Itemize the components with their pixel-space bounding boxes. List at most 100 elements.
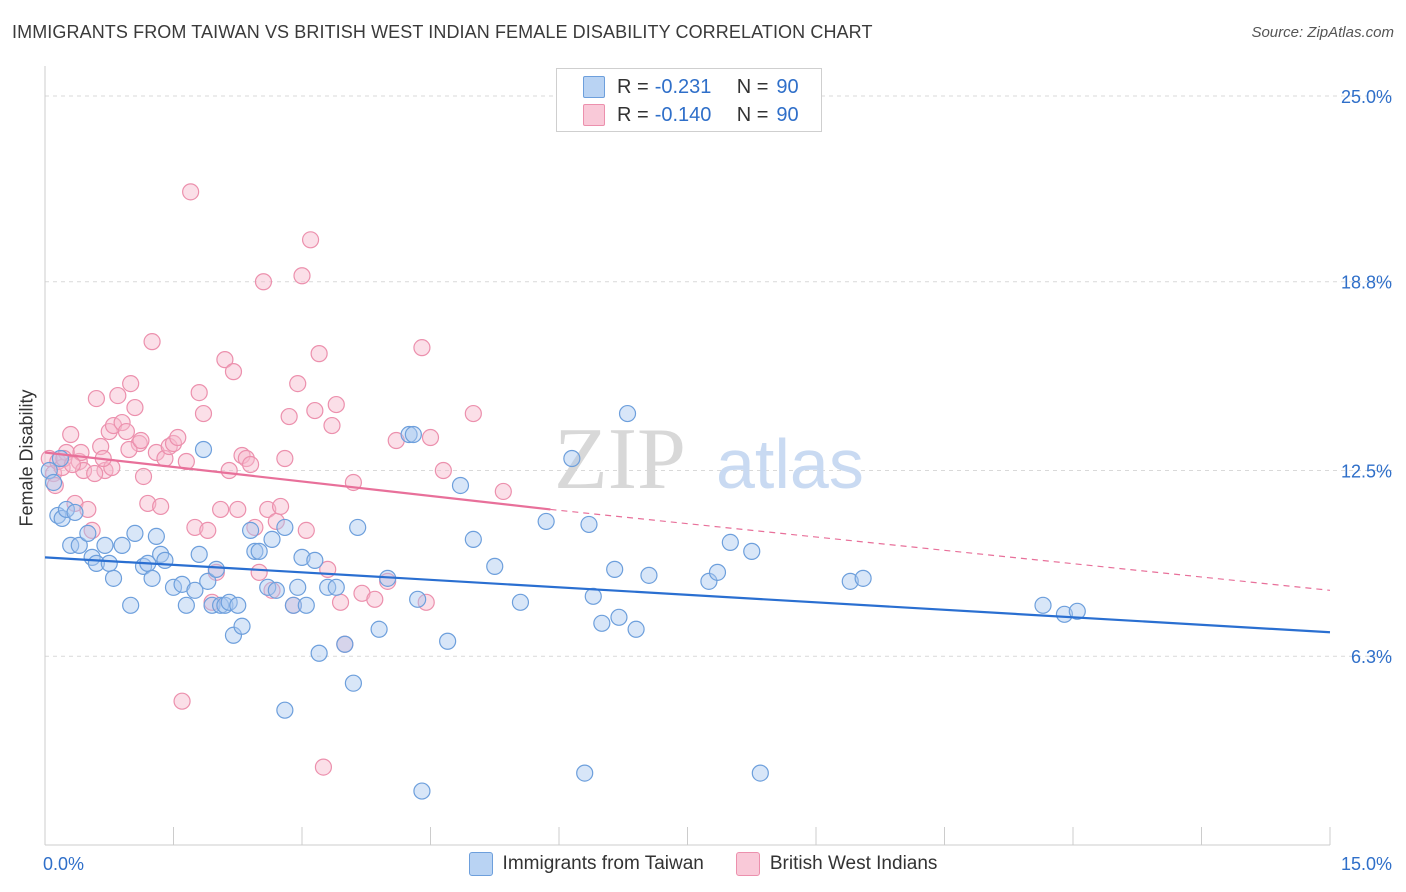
data-point-taiwan: [113, 536, 131, 554]
watermark-atlas: atlas: [716, 425, 864, 503]
data-point-bwi: [212, 500, 230, 519]
data-point-taiwan: [194, 440, 213, 459]
data-point-taiwan: [537, 512, 555, 531]
data-point-taiwan: [336, 635, 354, 653]
data-point-taiwan: [344, 674, 362, 692]
data-point-taiwan: [199, 572, 217, 590]
data-point-taiwan: [289, 578, 307, 596]
data-point-taiwan: [563, 449, 581, 468]
data-point-taiwan: [306, 551, 324, 569]
data-point-bwi: [139, 494, 157, 513]
data-point-taiwan: [143, 569, 161, 587]
data-point-bwi: [79, 500, 97, 519]
chart-title: IMMIGRANTS FROM TAIWAN VS BRITISH WEST I…: [12, 22, 873, 42]
data-point-bwi: [276, 449, 294, 468]
data-point-taiwan: [246, 542, 264, 560]
data-point-bwi: [220, 461, 238, 480]
legend-item-taiwan[interactable]: Immigrants from Taiwan: [468, 852, 704, 876]
data-point-taiwan: [267, 581, 285, 599]
n-value: 90: [776, 75, 799, 98]
data-point-taiwan: [207, 560, 225, 578]
data-point-taiwan: [700, 572, 718, 590]
data-point-taiwan: [627, 620, 645, 638]
data-point-taiwan: [177, 596, 195, 614]
data-point-bwi: [331, 593, 350, 611]
data-point-taiwan: [593, 614, 611, 632]
data-point-bwi: [413, 339, 431, 357]
data-point-bwi: [86, 464, 104, 483]
data-point-bwi: [62, 425, 80, 444]
data-point-bwi: [169, 428, 187, 447]
data-point-bwi: [229, 500, 247, 519]
data-point-bwi: [186, 518, 204, 537]
grid-lines: [45, 95, 1392, 657]
data-point-bwi: [254, 273, 273, 291]
stats-legend: R = -0.231 N = 90 R = -0.140 N = 90: [556, 68, 822, 132]
data-point-taiwan: [854, 569, 872, 587]
data-point-bwi: [87, 389, 106, 408]
legend-label-bwi: British West Indians: [769, 853, 938, 874]
series-immigrants-from-taiwan: [40, 404, 1086, 800]
watermark: ZIP atlas: [554, 411, 864, 508]
legend-item-bwi[interactable]: British West Indians: [735, 852, 938, 876]
data-point-bwi: [301, 231, 320, 249]
data-point-taiwan: [190, 545, 208, 563]
data-point-taiwan: [409, 590, 427, 608]
data-point-bwi: [280, 407, 298, 426]
data-point-bwi: [199, 521, 217, 540]
data-point-taiwan: [349, 518, 367, 537]
data-point-bwi: [434, 461, 452, 480]
data-point-taiwan: [576, 764, 594, 782]
data-point-bwi: [494, 482, 512, 501]
r-value: -0.140: [654, 103, 712, 126]
data-point-bwi: [132, 431, 150, 450]
data-point-bwi: [297, 521, 315, 540]
x-tick-label: 15.0%: [1341, 854, 1392, 874]
data-point-taiwan: [1055, 605, 1074, 623]
data-point-bwi: [250, 563, 268, 581]
data-point-bwi: [259, 500, 277, 519]
data-point-taiwan: [224, 626, 243, 644]
data-point-bwi: [46, 476, 64, 495]
data-point-taiwan: [610, 608, 628, 626]
data-point-taiwan: [156, 551, 174, 569]
data-point-taiwan: [640, 566, 658, 584]
pink-swatch: [583, 104, 605, 126]
x-tick-label: 0.0%: [43, 854, 84, 874]
data-point-taiwan: [100, 554, 118, 572]
data-point-taiwan: [721, 533, 739, 551]
data-point-bwi: [117, 422, 135, 441]
data-point-taiwan: [606, 560, 624, 578]
data-point-bwi: [271, 497, 290, 516]
data-point-bwi: [306, 401, 324, 420]
data-point-taiwan: [79, 524, 97, 543]
data-point-taiwan: [122, 596, 140, 614]
data-point-taiwan: [751, 764, 769, 782]
data-point-taiwan: [451, 476, 470, 495]
data-point-taiwan: [1034, 596, 1052, 614]
data-point-taiwan: [743, 542, 761, 560]
data-point-taiwan: [580, 515, 598, 534]
legend-swatch-blue: [468, 852, 493, 876]
source-label: Source: ZipAtlas.com: [1251, 24, 1394, 41]
data-point-bwi: [74, 461, 93, 480]
data-point-taiwan: [1068, 602, 1086, 620]
stats-row-bwi: R = -0.140 N = 90: [557, 101, 799, 129]
data-point-bwi: [122, 375, 140, 393]
data-point-taiwan: [104, 569, 123, 587]
data-point-bwi: [152, 497, 170, 516]
data-point-bwi: [216, 351, 234, 369]
data-point-taiwan: [242, 521, 260, 540]
data-point-taiwan: [263, 530, 281, 548]
data-point-taiwan: [66, 503, 84, 522]
data-point-taiwan: [464, 530, 482, 548]
data-point-taiwan: [327, 578, 345, 596]
data-point-bwi: [242, 455, 260, 474]
tick-labels: 6.3% 12.5% 18.8% 25.0% 0.0% 15.0%: [43, 87, 1392, 874]
data-point-bwi: [314, 758, 333, 776]
data-point-bwi: [310, 345, 328, 363]
data-point-bwi: [421, 428, 440, 447]
data-point-taiwan: [186, 581, 204, 599]
r-value: -0.231: [654, 75, 712, 98]
data-point-bwi: [190, 383, 208, 402]
